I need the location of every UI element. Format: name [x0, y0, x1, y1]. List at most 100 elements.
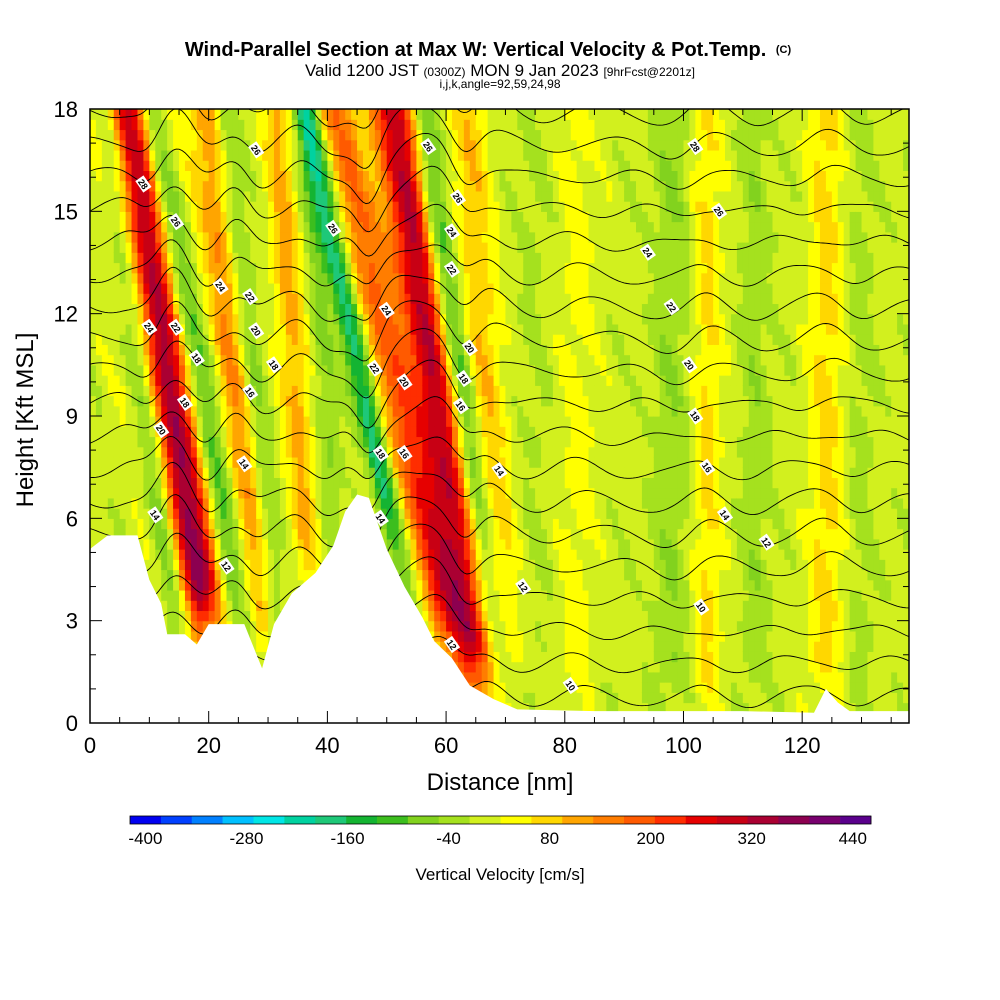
heat-cell — [268, 508, 275, 519]
heat-cell — [374, 221, 382, 233]
heat-cell — [535, 211, 542, 223]
heat-cell — [137, 528, 145, 540]
heat-cell — [250, 446, 257, 458]
heat-cell — [475, 201, 483, 212]
heat-cell — [184, 334, 192, 345]
heat-cell — [90, 385, 97, 397]
heat-cell — [256, 436, 263, 448]
heat-cell — [173, 293, 180, 305]
heat-cell — [357, 139, 364, 151]
heat-cell — [416, 559, 423, 571]
heat-cell — [446, 272, 453, 284]
heat-cell — [398, 538, 406, 550]
heat-cell — [149, 242, 156, 253]
heat-cell — [535, 671, 542, 683]
heat-cell — [404, 170, 412, 182]
heat-cell — [463, 467, 471, 478]
heat-cell — [487, 180, 495, 192]
heat-cell — [517, 620, 524, 632]
heat-cell — [392, 405, 400, 417]
heat-cell — [291, 354, 299, 366]
heat-cell — [404, 293, 412, 305]
heat-cell — [327, 416, 334, 427]
heat-cell — [190, 160, 198, 171]
heat-cell — [517, 139, 524, 151]
heat-cell — [179, 252, 186, 264]
heat-cell — [285, 190, 293, 202]
heat-cell — [238, 405, 245, 417]
heat-cell — [90, 508, 97, 519]
heat-cell — [131, 323, 139, 335]
heat-cell — [564, 579, 572, 591]
heat-cell — [214, 405, 222, 417]
heat-cell — [374, 303, 382, 315]
heat-cell — [541, 651, 548, 663]
heat-cell — [386, 160, 394, 171]
heat-cell — [214, 579, 222, 591]
heat-cell — [90, 426, 97, 438]
heat-cell — [268, 109, 275, 120]
heat-cell — [398, 119, 406, 131]
heat-cell — [422, 405, 429, 417]
heat-cell — [541, 180, 548, 192]
heat-cell — [570, 231, 578, 243]
heat-cell — [374, 160, 382, 171]
heat-cell — [220, 579, 228, 591]
heat-cell — [523, 559, 530, 571]
heat-cell — [529, 549, 536, 560]
heat-cell — [404, 221, 412, 233]
heat-cell — [523, 426, 530, 438]
heat-cell — [262, 323, 269, 335]
heat-cell — [416, 303, 423, 315]
heat-cell — [190, 262, 198, 274]
heat-cell — [380, 252, 388, 264]
heat-cell — [137, 354, 145, 366]
heat-cell — [487, 600, 495, 612]
heat-cell — [398, 180, 406, 192]
heat-cell — [279, 313, 287, 325]
heat-cell — [214, 549, 222, 560]
heat-cell — [505, 692, 512, 704]
heat-cell — [374, 323, 382, 335]
heat-cell — [303, 497, 311, 509]
heat-cell — [558, 180, 566, 192]
heat-cell — [309, 569, 317, 581]
heat-cell — [416, 497, 423, 509]
heat-cell — [434, 354, 441, 366]
heat-cell — [380, 201, 388, 212]
heat-cell — [428, 456, 435, 468]
heat-cell — [262, 221, 269, 233]
heat-cell — [505, 242, 512, 253]
heat-cell — [291, 211, 299, 223]
heat-cell — [315, 416, 323, 427]
heat-cell — [410, 364, 418, 376]
heat-cell — [131, 313, 139, 325]
heat-cell — [499, 651, 507, 663]
heat-cell — [196, 272, 204, 284]
heat-cell — [321, 211, 328, 223]
heat-cell — [208, 518, 216, 530]
heat-cell — [398, 272, 406, 284]
heat-cell — [179, 559, 186, 571]
heat-cell — [357, 293, 364, 305]
heat-cell — [333, 385, 340, 397]
heat-cell — [452, 508, 459, 519]
heat-cell — [511, 508, 518, 519]
heat-cell — [410, 272, 418, 284]
heat-cell — [487, 354, 495, 366]
heat-cell — [523, 620, 530, 632]
heat-cell — [493, 620, 501, 632]
heat-cell — [173, 446, 180, 458]
heat-cell — [541, 579, 548, 591]
heat-cell — [363, 262, 370, 274]
heat-cell — [273, 221, 281, 233]
heat-cell — [493, 569, 501, 581]
heat-cell — [184, 487, 192, 499]
heat-cell — [279, 119, 287, 131]
heat-cell — [190, 518, 198, 530]
heat-cell — [505, 344, 512, 356]
heat-cell — [546, 313, 554, 325]
heat-cell — [167, 436, 174, 448]
heat-cell — [101, 416, 109, 427]
heat-cell — [529, 180, 536, 192]
